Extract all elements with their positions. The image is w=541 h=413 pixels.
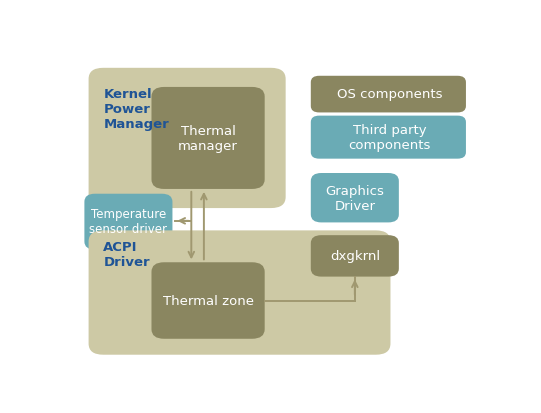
Text: Kernel
Power
Manager: Kernel Power Manager [103, 88, 169, 131]
FancyBboxPatch shape [311, 173, 399, 223]
Text: dxgkrnl: dxgkrnl [330, 250, 380, 263]
Text: Temperature
sensor driver: Temperature sensor driver [89, 208, 167, 236]
Text: ACPI
Driver: ACPI Driver [103, 240, 150, 268]
FancyBboxPatch shape [89, 231, 391, 355]
Text: Third party
components: Third party components [348, 124, 431, 152]
FancyBboxPatch shape [311, 116, 466, 159]
Text: Thermal zone: Thermal zone [163, 294, 254, 307]
FancyBboxPatch shape [151, 263, 265, 339]
Text: Thermal
manager: Thermal manager [178, 125, 238, 152]
FancyBboxPatch shape [311, 235, 399, 277]
FancyBboxPatch shape [151, 88, 265, 190]
FancyBboxPatch shape [311, 76, 466, 113]
FancyBboxPatch shape [84, 194, 173, 250]
FancyBboxPatch shape [89, 69, 286, 209]
Text: OS components: OS components [337, 88, 443, 101]
Text: Graphics
Driver: Graphics Driver [325, 184, 384, 212]
